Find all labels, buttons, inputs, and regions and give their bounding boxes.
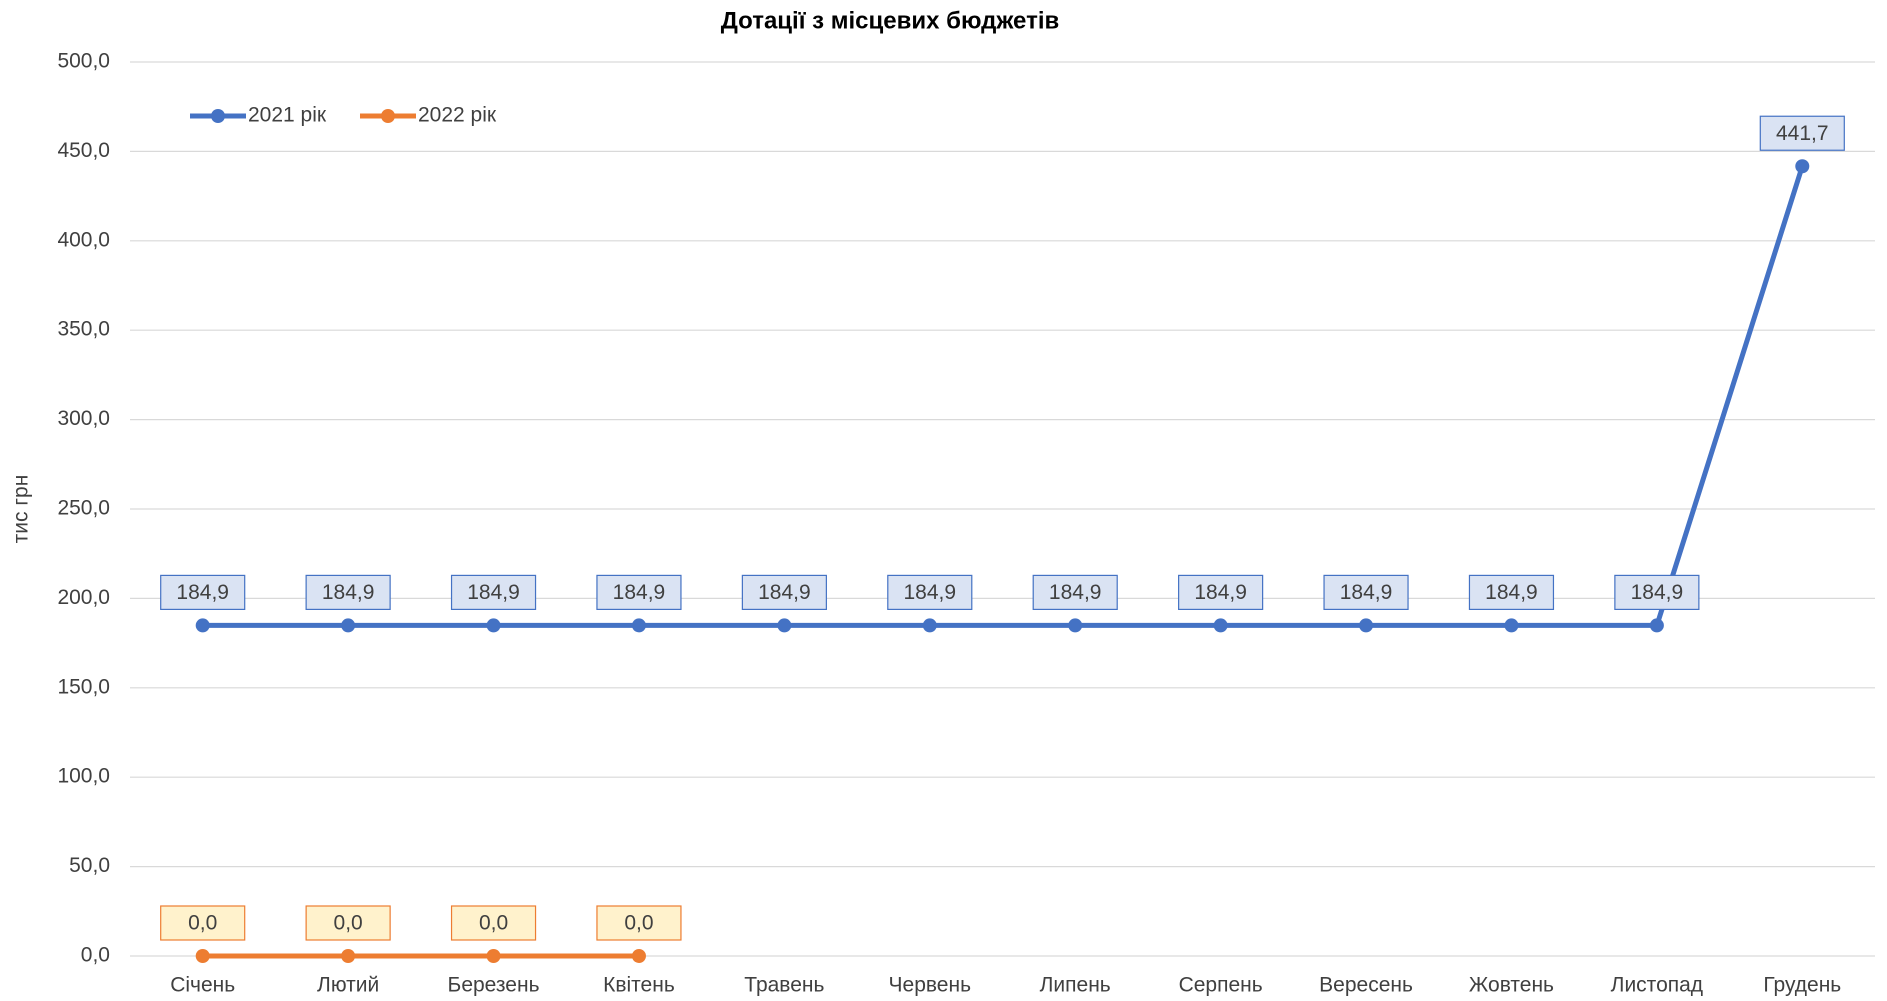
data-label-box (887, 574, 973, 610)
chart-title: Дотації з місцевих бюджетів (721, 7, 1060, 34)
data-label-box (160, 574, 246, 610)
data-point (1213, 618, 1228, 633)
series-line (202, 165, 1805, 628)
y-tick-label: 500,0 (57, 50, 110, 73)
x-tick-label: Жовтень (1469, 974, 1554, 997)
y-tick-label: 0,0 (81, 944, 110, 967)
data-point (486, 949, 501, 963)
data-label: 0,0 (479, 912, 508, 935)
data-point (341, 618, 356, 633)
data-label-box (596, 905, 682, 941)
data-label: 0,0 (624, 912, 653, 935)
x-tick-label: Січень (170, 974, 235, 997)
data-label: 184,9 (1340, 581, 1393, 604)
data-label: 441,7 (1776, 122, 1829, 145)
x-tick-label: Лютий (317, 974, 379, 997)
x-tick-label: Вересень (1319, 974, 1413, 997)
data-label-box (305, 574, 391, 610)
y-axis-label: тис грн (10, 475, 33, 544)
data-label: 184,9 (904, 581, 957, 604)
y-tick-label: 150,0 (57, 675, 110, 698)
y-tick-label: 100,0 (57, 765, 110, 788)
data-point (922, 618, 937, 633)
data-label: 184,9 (1485, 581, 1538, 604)
x-tick-label: Травень (744, 974, 824, 997)
data-label: 184,9 (322, 581, 375, 604)
x-tick-label: Серпень (1179, 974, 1263, 997)
data-point (1504, 618, 1519, 633)
y-tick-label: 50,0 (69, 854, 110, 877)
x-tick-label: Квітень (603, 974, 675, 997)
y-tick-label: 450,0 (57, 139, 110, 162)
data-label: 0,0 (334, 912, 363, 935)
data-point (1068, 618, 1083, 633)
legend-label: 2022 рік (418, 104, 497, 127)
data-point (777, 618, 792, 633)
data-label: 184,9 (1194, 581, 1247, 604)
data-label-box (1759, 115, 1845, 151)
y-tick-label: 250,0 (57, 497, 110, 520)
y-tick-label: 200,0 (57, 586, 110, 609)
data-label-box (1032, 574, 1118, 610)
data-point (486, 618, 501, 633)
data-label: 184,9 (613, 581, 666, 604)
data-label-box (596, 574, 682, 610)
data-point (1359, 618, 1374, 633)
data-point (341, 949, 356, 963)
data-label: 0,0 (188, 912, 217, 935)
data-label: 184,9 (467, 581, 520, 604)
y-tick-label: 300,0 (57, 407, 110, 430)
data-label-box (160, 905, 246, 941)
data-point (631, 949, 646, 963)
data-point (631, 618, 646, 633)
y-tick-label: 350,0 (57, 318, 110, 341)
data-label-box (1468, 574, 1555, 610)
data-label-box (741, 574, 827, 610)
x-tick-label: Березень (448, 974, 540, 997)
legend-label: 2021 рік (248, 104, 327, 127)
data-point (1795, 159, 1810, 174)
data-label-box (305, 905, 391, 941)
legend-marker (381, 109, 395, 123)
data-label-box (1178, 574, 1264, 610)
x-tick-label: Листопад (1611, 974, 1703, 997)
data-label: 184,9 (176, 581, 229, 604)
x-tick-label: Липень (1040, 974, 1111, 997)
data-label: 184,9 (1049, 581, 1102, 604)
data-label-box (1614, 574, 1700, 610)
data-label-box (450, 574, 537, 610)
data-label-box (1323, 574, 1409, 610)
legend-marker (211, 109, 225, 123)
data-label: 184,9 (758, 581, 811, 604)
data-label: 184,9 (1631, 581, 1684, 604)
x-tick-label: Червень (889, 974, 972, 997)
data-point (195, 618, 210, 633)
data-label-box (450, 905, 537, 941)
data-point (195, 949, 210, 963)
x-tick-label: Грудень (1763, 974, 1841, 997)
data-point (1649, 618, 1664, 633)
y-tick-label: 400,0 (57, 228, 110, 251)
